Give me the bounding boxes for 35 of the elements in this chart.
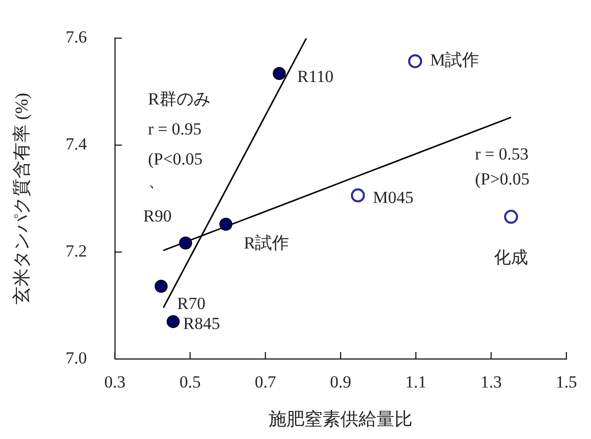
point [504,210,518,224]
annotation: R群のみ [148,89,210,108]
y-axis-title: 玄米タンパク質含有率 (%) [12,92,32,304]
annotation: M045 [372,188,414,207]
point [408,54,422,68]
annotation: R90 [143,206,172,226]
annotation: M試作 [430,50,480,70]
y-tick-label: 7.4 [66,134,88,154]
point [166,315,180,328]
point [219,218,232,231]
x-tick-label: 0.3 [104,372,126,392]
annotation: r = 0.95 [148,119,202,138]
point [350,188,365,202]
x-tick-label: 1.3 [480,372,502,392]
annotation: 、 [148,171,165,190]
annotation: (P>0.05 [475,169,530,188]
x-axis-title: 施肥窒素供給量比 [268,408,413,429]
y-tick-label: 7.0 [66,348,87,368]
point [179,236,192,250]
y-tick-label: 7.6 [66,28,87,47]
annotation: (P<0.05 [148,149,202,168]
point [272,66,286,80]
x-tick-label: 0.9 [330,372,352,392]
x-tick-label: 1.5 [556,372,577,392]
x-tick-label: 1.1 [405,372,426,392]
annotation: r = 0.53 [475,144,528,164]
x-tick-label: 0.7 [254,372,276,392]
annotation: R845 [183,314,220,334]
annotation: 化成 [494,248,528,268]
annotation: R110 [297,66,334,86]
y-tick-label: 7.2 [66,242,87,261]
annotation: R試作 [244,234,290,253]
annotation: R70 [177,294,206,313]
point [154,280,168,293]
x-tick-label: 0.5 [179,372,201,392]
